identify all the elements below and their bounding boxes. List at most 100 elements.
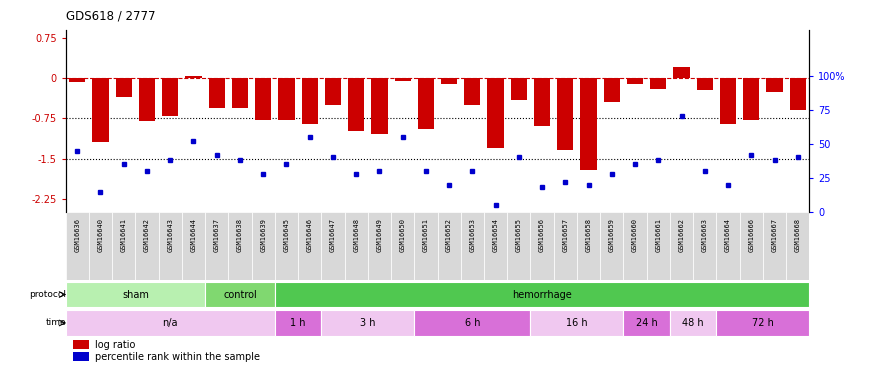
Text: GSM16643: GSM16643	[167, 217, 173, 252]
Text: GSM16647: GSM16647	[330, 217, 336, 252]
Text: percentile rank within the sample: percentile rank within the sample	[95, 352, 261, 362]
Bar	[136, 212, 158, 280]
Text: GSM16644: GSM16644	[191, 217, 197, 252]
Bar	[626, 78, 643, 84]
Text: protocol: protocol	[29, 290, 66, 299]
Text: GSM16660: GSM16660	[632, 217, 638, 252]
Text: GSM16639: GSM16639	[260, 217, 266, 252]
Bar	[720, 78, 736, 124]
Bar	[66, 212, 89, 280]
Bar	[484, 212, 508, 280]
Bar	[414, 310, 530, 336]
Text: GSM16640: GSM16640	[97, 217, 103, 252]
Bar	[162, 78, 178, 116]
Bar	[321, 212, 345, 280]
Bar	[74, 352, 89, 361]
Text: GSM16646: GSM16646	[306, 217, 312, 252]
Bar	[438, 212, 461, 280]
Bar	[717, 310, 809, 336]
Bar	[670, 310, 717, 336]
Text: hemorrhage: hemorrhage	[512, 290, 572, 300]
Text: GSM16661: GSM16661	[655, 217, 662, 252]
Text: GSM16652: GSM16652	[446, 217, 452, 252]
Bar	[763, 212, 786, 280]
Text: control: control	[223, 290, 257, 300]
Bar	[325, 78, 341, 105]
Text: GSM16636: GSM16636	[74, 217, 80, 252]
Text: 3 h: 3 h	[360, 318, 375, 328]
Bar	[743, 78, 760, 120]
Bar	[693, 212, 717, 280]
Bar	[232, 78, 248, 108]
Bar	[321, 310, 414, 336]
Text: log ratio: log ratio	[95, 340, 136, 350]
Text: GSM16656: GSM16656	[539, 217, 545, 252]
Bar	[89, 212, 112, 280]
Bar	[93, 78, 108, 142]
Text: GSM16655: GSM16655	[516, 217, 522, 252]
Bar	[670, 212, 693, 280]
Bar	[717, 212, 739, 280]
Bar	[577, 212, 600, 280]
Text: 16 h: 16 h	[566, 318, 588, 328]
Bar	[275, 212, 298, 280]
Bar	[112, 212, 136, 280]
Text: GSM16657: GSM16657	[563, 217, 569, 252]
Text: GSM16664: GSM16664	[725, 217, 731, 252]
Text: GSM16645: GSM16645	[284, 217, 290, 252]
Bar	[74, 340, 89, 349]
Text: time: time	[46, 318, 66, 327]
Bar	[345, 212, 368, 280]
Bar	[116, 78, 132, 97]
Text: GSM16650: GSM16650	[400, 217, 406, 252]
Text: 1 h: 1 h	[290, 318, 305, 328]
Bar	[461, 212, 484, 280]
Bar	[414, 212, 438, 280]
Bar	[186, 76, 201, 78]
Text: GSM16653: GSM16653	[469, 217, 475, 252]
Text: GSM16648: GSM16648	[354, 217, 359, 252]
Bar	[487, 78, 504, 148]
Text: sham: sham	[122, 290, 149, 300]
Bar	[395, 78, 410, 81]
Text: 48 h: 48 h	[682, 318, 704, 328]
Bar	[368, 212, 391, 280]
Bar	[158, 212, 182, 280]
Bar	[298, 212, 321, 280]
Bar	[554, 212, 577, 280]
Bar	[696, 78, 713, 90]
Bar	[623, 212, 647, 280]
Bar	[252, 212, 275, 280]
Text: 6 h: 6 h	[465, 318, 480, 328]
Bar	[739, 212, 763, 280]
Bar	[302, 78, 318, 124]
Bar	[66, 310, 275, 336]
Bar	[69, 78, 86, 82]
Bar	[530, 310, 623, 336]
Text: GSM16666: GSM16666	[748, 217, 754, 252]
Bar	[275, 282, 809, 308]
Text: GSM16667: GSM16667	[772, 217, 778, 252]
Text: GSM16659: GSM16659	[609, 217, 615, 252]
Bar	[623, 310, 670, 336]
Text: GSM16658: GSM16658	[585, 217, 592, 252]
Bar	[647, 212, 670, 280]
Text: GSM16637: GSM16637	[214, 217, 220, 252]
Bar	[766, 78, 782, 92]
Bar	[278, 78, 295, 120]
Text: GSM16654: GSM16654	[493, 217, 499, 252]
Text: 72 h: 72 h	[752, 318, 774, 328]
Bar	[205, 212, 228, 280]
Bar	[786, 212, 809, 280]
Text: GSM16668: GSM16668	[794, 217, 801, 252]
Bar	[507, 212, 530, 280]
Bar	[371, 78, 388, 134]
Bar	[650, 78, 667, 89]
Bar	[66, 282, 205, 308]
Bar	[228, 212, 252, 280]
Bar	[441, 78, 458, 84]
Text: GSM16651: GSM16651	[423, 217, 429, 252]
Bar	[182, 212, 205, 280]
Text: GSM16642: GSM16642	[144, 217, 150, 252]
Text: GSM16662: GSM16662	[678, 217, 684, 252]
